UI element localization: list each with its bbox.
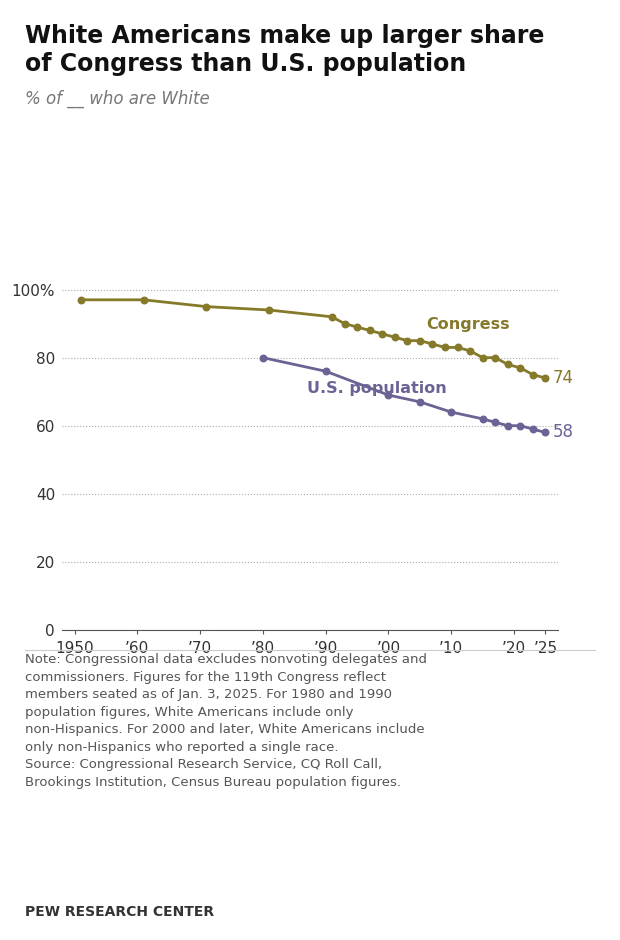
Point (440, 340, 450, 355)
Point (541, 370, 551, 385)
Point (402, 333, 412, 348)
Point (503, 357, 513, 372)
Point (384, 387, 394, 402)
Point (490, 415, 500, 430)
Point (390, 330, 400, 345)
Point (446, 404, 456, 419)
Point (76, 292, 86, 307)
Point (515, 418, 525, 433)
Point (528, 368, 538, 383)
Point (264, 303, 274, 318)
Text: PEW RESEARCH CENTER: PEW RESEARCH CENTER (25, 905, 214, 919)
Text: 74: 74 (553, 369, 574, 387)
Point (528, 421, 538, 436)
Point (515, 360, 525, 375)
Point (377, 326, 387, 341)
Text: White Americans make up larger share: White Americans make up larger share (25, 24, 544, 48)
Point (365, 323, 374, 338)
Text: U.S. population: U.S. population (307, 382, 446, 397)
Text: 58: 58 (553, 424, 574, 442)
Point (321, 364, 330, 379)
Point (327, 309, 337, 324)
Text: of Congress than U.S. population: of Congress than U.S. population (25, 52, 466, 76)
Point (415, 395, 425, 410)
Point (453, 340, 463, 355)
Point (340, 316, 350, 331)
Text: % of __ who are White: % of __ who are White (25, 89, 210, 107)
Text: Note: Congressional data excludes nonvoting delegates and
commissioners. Figures: Note: Congressional data excludes nonvot… (25, 653, 427, 789)
Point (477, 412, 487, 427)
Point (352, 320, 362, 335)
Point (490, 350, 500, 365)
Point (427, 337, 437, 352)
Point (415, 333, 425, 348)
Point (139, 292, 149, 307)
Point (477, 350, 487, 365)
Point (258, 350, 268, 365)
Text: Congress: Congress (426, 317, 510, 332)
Point (465, 343, 475, 358)
Point (503, 418, 513, 433)
Point (202, 299, 211, 314)
Point (541, 425, 551, 440)
